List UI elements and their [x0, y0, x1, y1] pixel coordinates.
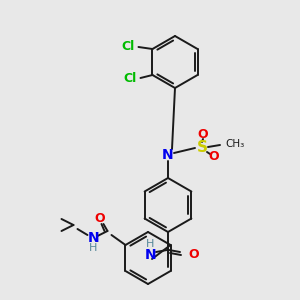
Text: O: O	[209, 151, 219, 164]
Text: S: S	[196, 140, 208, 155]
Text: O: O	[94, 212, 105, 226]
Text: Cl: Cl	[121, 40, 134, 53]
Text: O: O	[188, 248, 199, 260]
Text: N: N	[145, 248, 157, 262]
Text: H: H	[89, 243, 98, 253]
Text: Cl: Cl	[123, 71, 136, 85]
Text: H: H	[146, 239, 154, 249]
Text: CH₃: CH₃	[225, 139, 244, 149]
Text: O: O	[198, 128, 208, 140]
Text: N: N	[162, 148, 174, 162]
Text: N: N	[88, 231, 99, 245]
